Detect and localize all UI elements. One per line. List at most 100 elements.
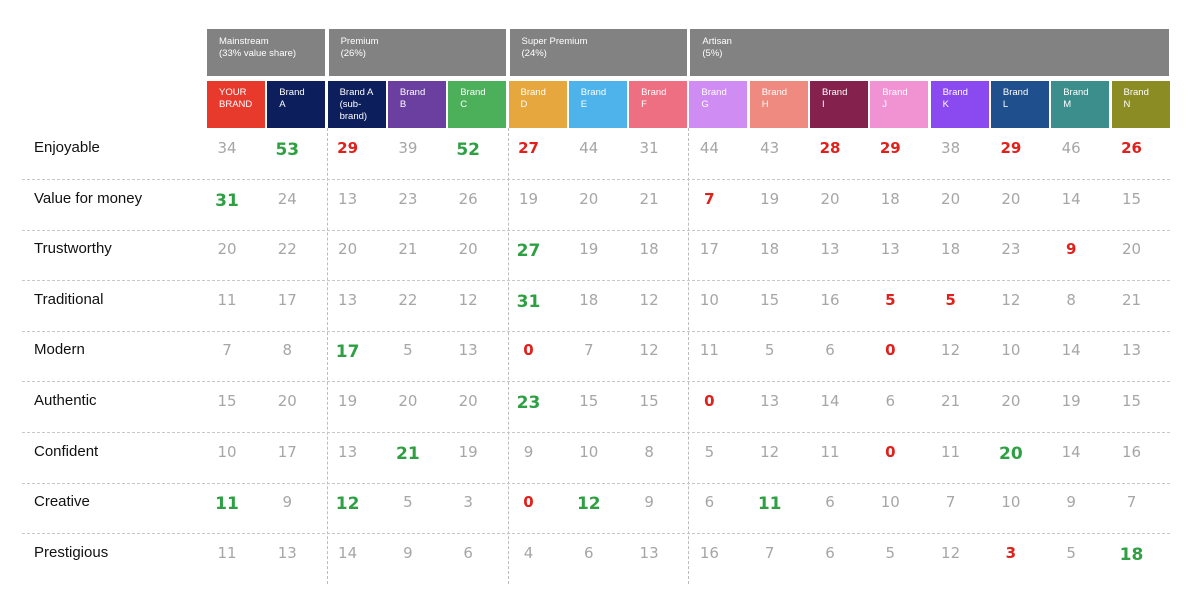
table-cell: 21 [396, 443, 420, 464]
table-cell: 0 [704, 392, 715, 410]
segment-share: (5%) [702, 48, 723, 59]
table-cell: 12 [576, 494, 601, 515]
table-cell: 9 [644, 493, 654, 512]
table-cell: 17 [335, 342, 360, 363]
table-cell: 11 [215, 494, 239, 515]
table-cell: 44 [579, 139, 599, 157]
table-cell: 20 [217, 240, 237, 259]
table-cell: 5 [885, 543, 896, 562]
table-cell: 9 [1066, 493, 1076, 512]
table-cell: 19 [579, 240, 599, 259]
table-cell: 5 [885, 290, 896, 309]
table-cell: 14 [338, 543, 358, 562]
brand-header-7: Brand F [629, 81, 688, 128]
table-cell: 26 [458, 189, 478, 208]
table-cell: 20 [398, 392, 418, 410]
table-cell: 7 [704, 189, 715, 208]
table-cell: 15 [217, 392, 237, 410]
segment-divider [507, 128, 509, 584]
table-cell: 13 [820, 240, 840, 259]
table-cell: 29 [879, 139, 901, 157]
table-cell: 7 [1126, 493, 1137, 512]
table-cell: 16 [699, 543, 719, 562]
table-cell: 20 [941, 189, 961, 208]
table-cell: 0 [885, 341, 896, 360]
table-cell: 10 [699, 290, 719, 309]
table-cell: 43 [760, 139, 780, 157]
table-cell: 13 [880, 240, 900, 259]
table-cell: 12 [639, 341, 659, 360]
table-cell: 18 [579, 290, 599, 309]
table-cell: 22 [277, 240, 297, 259]
brand-header-10: Brand I [810, 81, 868, 128]
table-cell: 9 [403, 543, 413, 562]
table-cell: 31 [215, 190, 239, 211]
table-cell: 20 [579, 189, 599, 208]
table-cell: 23 [1001, 240, 1021, 259]
table-cell: 31 [639, 139, 659, 157]
segment-share: (33% value share) [219, 48, 297, 59]
brand-header-12: Brand K [930, 81, 989, 128]
table-cell: 46 [1061, 139, 1081, 157]
table-cell: 5 [1066, 543, 1076, 562]
table-cell: 13 [338, 290, 358, 309]
table-cell: 22 [398, 290, 418, 309]
table-cell: 5 [704, 442, 715, 461]
row-divider [22, 330, 1170, 332]
table-cell: 21 [941, 392, 961, 410]
row-label-modern: Modern [34, 341, 85, 359]
table-cell: 27 [516, 241, 541, 262]
table-cell: 23 [398, 189, 418, 208]
table-cell: 14 [820, 392, 840, 410]
brand-header-6: Brand E [568, 81, 627, 128]
table-cell: 3 [1005, 543, 1017, 562]
table-cell: 10 [880, 493, 900, 512]
segment-header-3: Artisan (5%) [690, 29, 1170, 76]
table-cell: 5 [764, 341, 775, 360]
table-cell: 10 [579, 442, 599, 461]
table-cell: 11 [217, 290, 237, 309]
row-label-confident: Confident [34, 442, 99, 460]
row-divider [22, 179, 1170, 180]
table-cell: 7 [222, 341, 232, 360]
segment-name: Premium [340, 36, 379, 47]
table-cell: 19 [458, 442, 478, 461]
table-cell: 29 [337, 139, 359, 157]
table-cell: 20 [999, 443, 1023, 464]
table-cell: 15 [760, 290, 780, 309]
row-divider [22, 381, 1170, 383]
segment-header-2: Super Premium (24%) [509, 29, 688, 76]
table-cell: 52 [456, 140, 481, 160]
table-cell: 15 [1121, 392, 1142, 410]
segment-name: Mainstream [219, 36, 269, 47]
table-cell: 6 [704, 493, 715, 512]
brand-header-3: Brand B [387, 81, 446, 128]
table-cell: 17 [699, 240, 719, 259]
brand-header-15: Brand N [1111, 81, 1170, 128]
table-cell: 20 [277, 392, 297, 410]
table-cell: 8 [1066, 290, 1076, 309]
table-cell: 8 [282, 341, 293, 360]
table-cell: 12 [458, 290, 478, 309]
table-cell: 16 [1121, 442, 1142, 461]
table-cell: 19 [518, 189, 539, 208]
table-cell: 8 [644, 442, 654, 461]
segment-share: (24%) [521, 48, 547, 59]
table-cell: 15 [639, 392, 659, 410]
segment-share: (26%) [340, 48, 366, 59]
table-cell: 10 [1001, 493, 1021, 512]
table-cell: 17 [277, 442, 297, 461]
table-cell: 13 [277, 543, 297, 562]
table-cell: 13 [338, 189, 358, 208]
table-cell: 24 [277, 189, 297, 208]
table-cell: 14 [1061, 341, 1081, 360]
row-divider [22, 533, 1170, 535]
table-cell: 12 [760, 442, 780, 461]
row-label-prestigious: Prestigious [34, 543, 109, 561]
table-cell: 9 [282, 493, 293, 512]
table-cell: 19 [1061, 392, 1081, 410]
segment-divider [688, 128, 690, 584]
table-cell: 6 [825, 341, 835, 360]
table-cell: 20 [1121, 240, 1142, 259]
table-cell: 29 [1000, 139, 1022, 157]
